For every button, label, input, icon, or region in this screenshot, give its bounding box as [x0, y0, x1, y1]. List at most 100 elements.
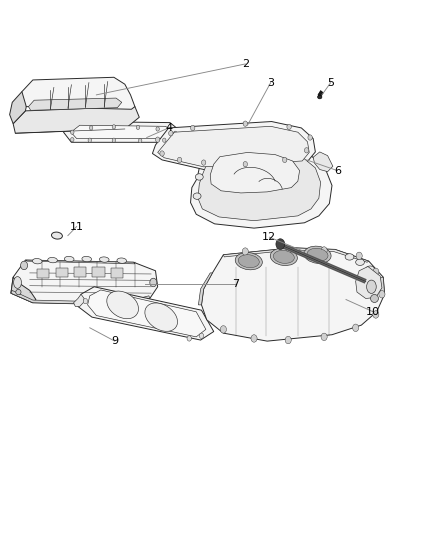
Ellipse shape [193, 193, 201, 199]
Circle shape [308, 135, 312, 140]
Polygon shape [28, 98, 122, 110]
Circle shape [220, 326, 226, 333]
Circle shape [155, 137, 160, 142]
Circle shape [177, 157, 182, 163]
Circle shape [276, 239, 285, 249]
Ellipse shape [356, 259, 364, 265]
Circle shape [83, 298, 88, 304]
Polygon shape [318, 91, 323, 97]
Circle shape [112, 138, 116, 142]
Ellipse shape [195, 174, 203, 180]
Ellipse shape [16, 289, 21, 295]
Circle shape [251, 335, 257, 342]
Circle shape [321, 247, 327, 254]
Polygon shape [88, 290, 206, 337]
Ellipse shape [107, 291, 138, 319]
Text: 7: 7 [232, 279, 239, 288]
Circle shape [199, 333, 204, 338]
Circle shape [138, 139, 142, 143]
Text: 12: 12 [262, 232, 276, 242]
Circle shape [353, 324, 359, 332]
Polygon shape [198, 150, 321, 221]
Circle shape [88, 138, 92, 142]
Ellipse shape [345, 254, 354, 260]
Text: 11: 11 [70, 222, 84, 231]
Text: 6: 6 [334, 166, 341, 175]
Bar [56, 268, 68, 277]
Ellipse shape [117, 258, 127, 263]
Ellipse shape [270, 248, 297, 265]
Ellipse shape [32, 259, 42, 264]
Ellipse shape [367, 280, 376, 294]
Polygon shape [74, 294, 84, 306]
Ellipse shape [366, 266, 374, 272]
Ellipse shape [99, 257, 109, 262]
Circle shape [373, 268, 379, 276]
Circle shape [71, 130, 74, 134]
Polygon shape [198, 273, 212, 305]
Circle shape [21, 261, 28, 270]
Bar [74, 267, 86, 277]
Polygon shape [10, 92, 27, 124]
Circle shape [242, 248, 248, 255]
Circle shape [379, 290, 385, 298]
Circle shape [304, 148, 309, 153]
Ellipse shape [145, 303, 177, 332]
Circle shape [285, 336, 291, 344]
Circle shape [71, 138, 74, 142]
Circle shape [286, 246, 292, 253]
Circle shape [160, 151, 164, 156]
Polygon shape [64, 122, 182, 142]
Circle shape [136, 125, 140, 130]
Text: 9: 9 [111, 336, 118, 346]
Bar [92, 267, 105, 277]
Polygon shape [25, 260, 135, 264]
Polygon shape [379, 277, 385, 294]
Ellipse shape [273, 251, 294, 263]
Circle shape [173, 131, 177, 135]
Ellipse shape [14, 277, 21, 288]
Polygon shape [13, 107, 139, 133]
Circle shape [287, 124, 291, 130]
Polygon shape [356, 266, 382, 298]
Polygon shape [201, 248, 385, 341]
Polygon shape [210, 152, 300, 193]
Polygon shape [11, 260, 158, 305]
Polygon shape [78, 287, 214, 340]
Polygon shape [191, 145, 332, 228]
Polygon shape [71, 125, 174, 139]
Circle shape [283, 157, 287, 163]
Circle shape [201, 160, 206, 165]
Ellipse shape [64, 256, 74, 262]
Polygon shape [223, 248, 369, 262]
Circle shape [356, 252, 362, 260]
Circle shape [243, 121, 247, 126]
Bar [37, 269, 49, 278]
Ellipse shape [82, 256, 92, 262]
Text: 3: 3 [267, 78, 274, 87]
Ellipse shape [238, 255, 259, 268]
Circle shape [112, 125, 116, 129]
Circle shape [191, 125, 195, 131]
Circle shape [321, 333, 327, 341]
Polygon shape [313, 152, 333, 172]
Text: 2: 2 [242, 59, 249, 69]
Polygon shape [22, 77, 135, 109]
Ellipse shape [52, 232, 62, 239]
Text: 4: 4 [165, 123, 172, 133]
Ellipse shape [235, 253, 262, 270]
Ellipse shape [48, 257, 57, 263]
Circle shape [150, 278, 157, 287]
Ellipse shape [371, 294, 378, 303]
Ellipse shape [304, 246, 331, 263]
Ellipse shape [318, 95, 322, 99]
Text: 5: 5 [327, 78, 334, 87]
Polygon shape [11, 277, 36, 303]
Bar [111, 268, 123, 278]
Ellipse shape [307, 248, 328, 261]
Circle shape [89, 126, 93, 130]
Circle shape [243, 161, 247, 167]
Circle shape [373, 311, 379, 318]
Polygon shape [152, 122, 315, 169]
Polygon shape [158, 126, 309, 167]
